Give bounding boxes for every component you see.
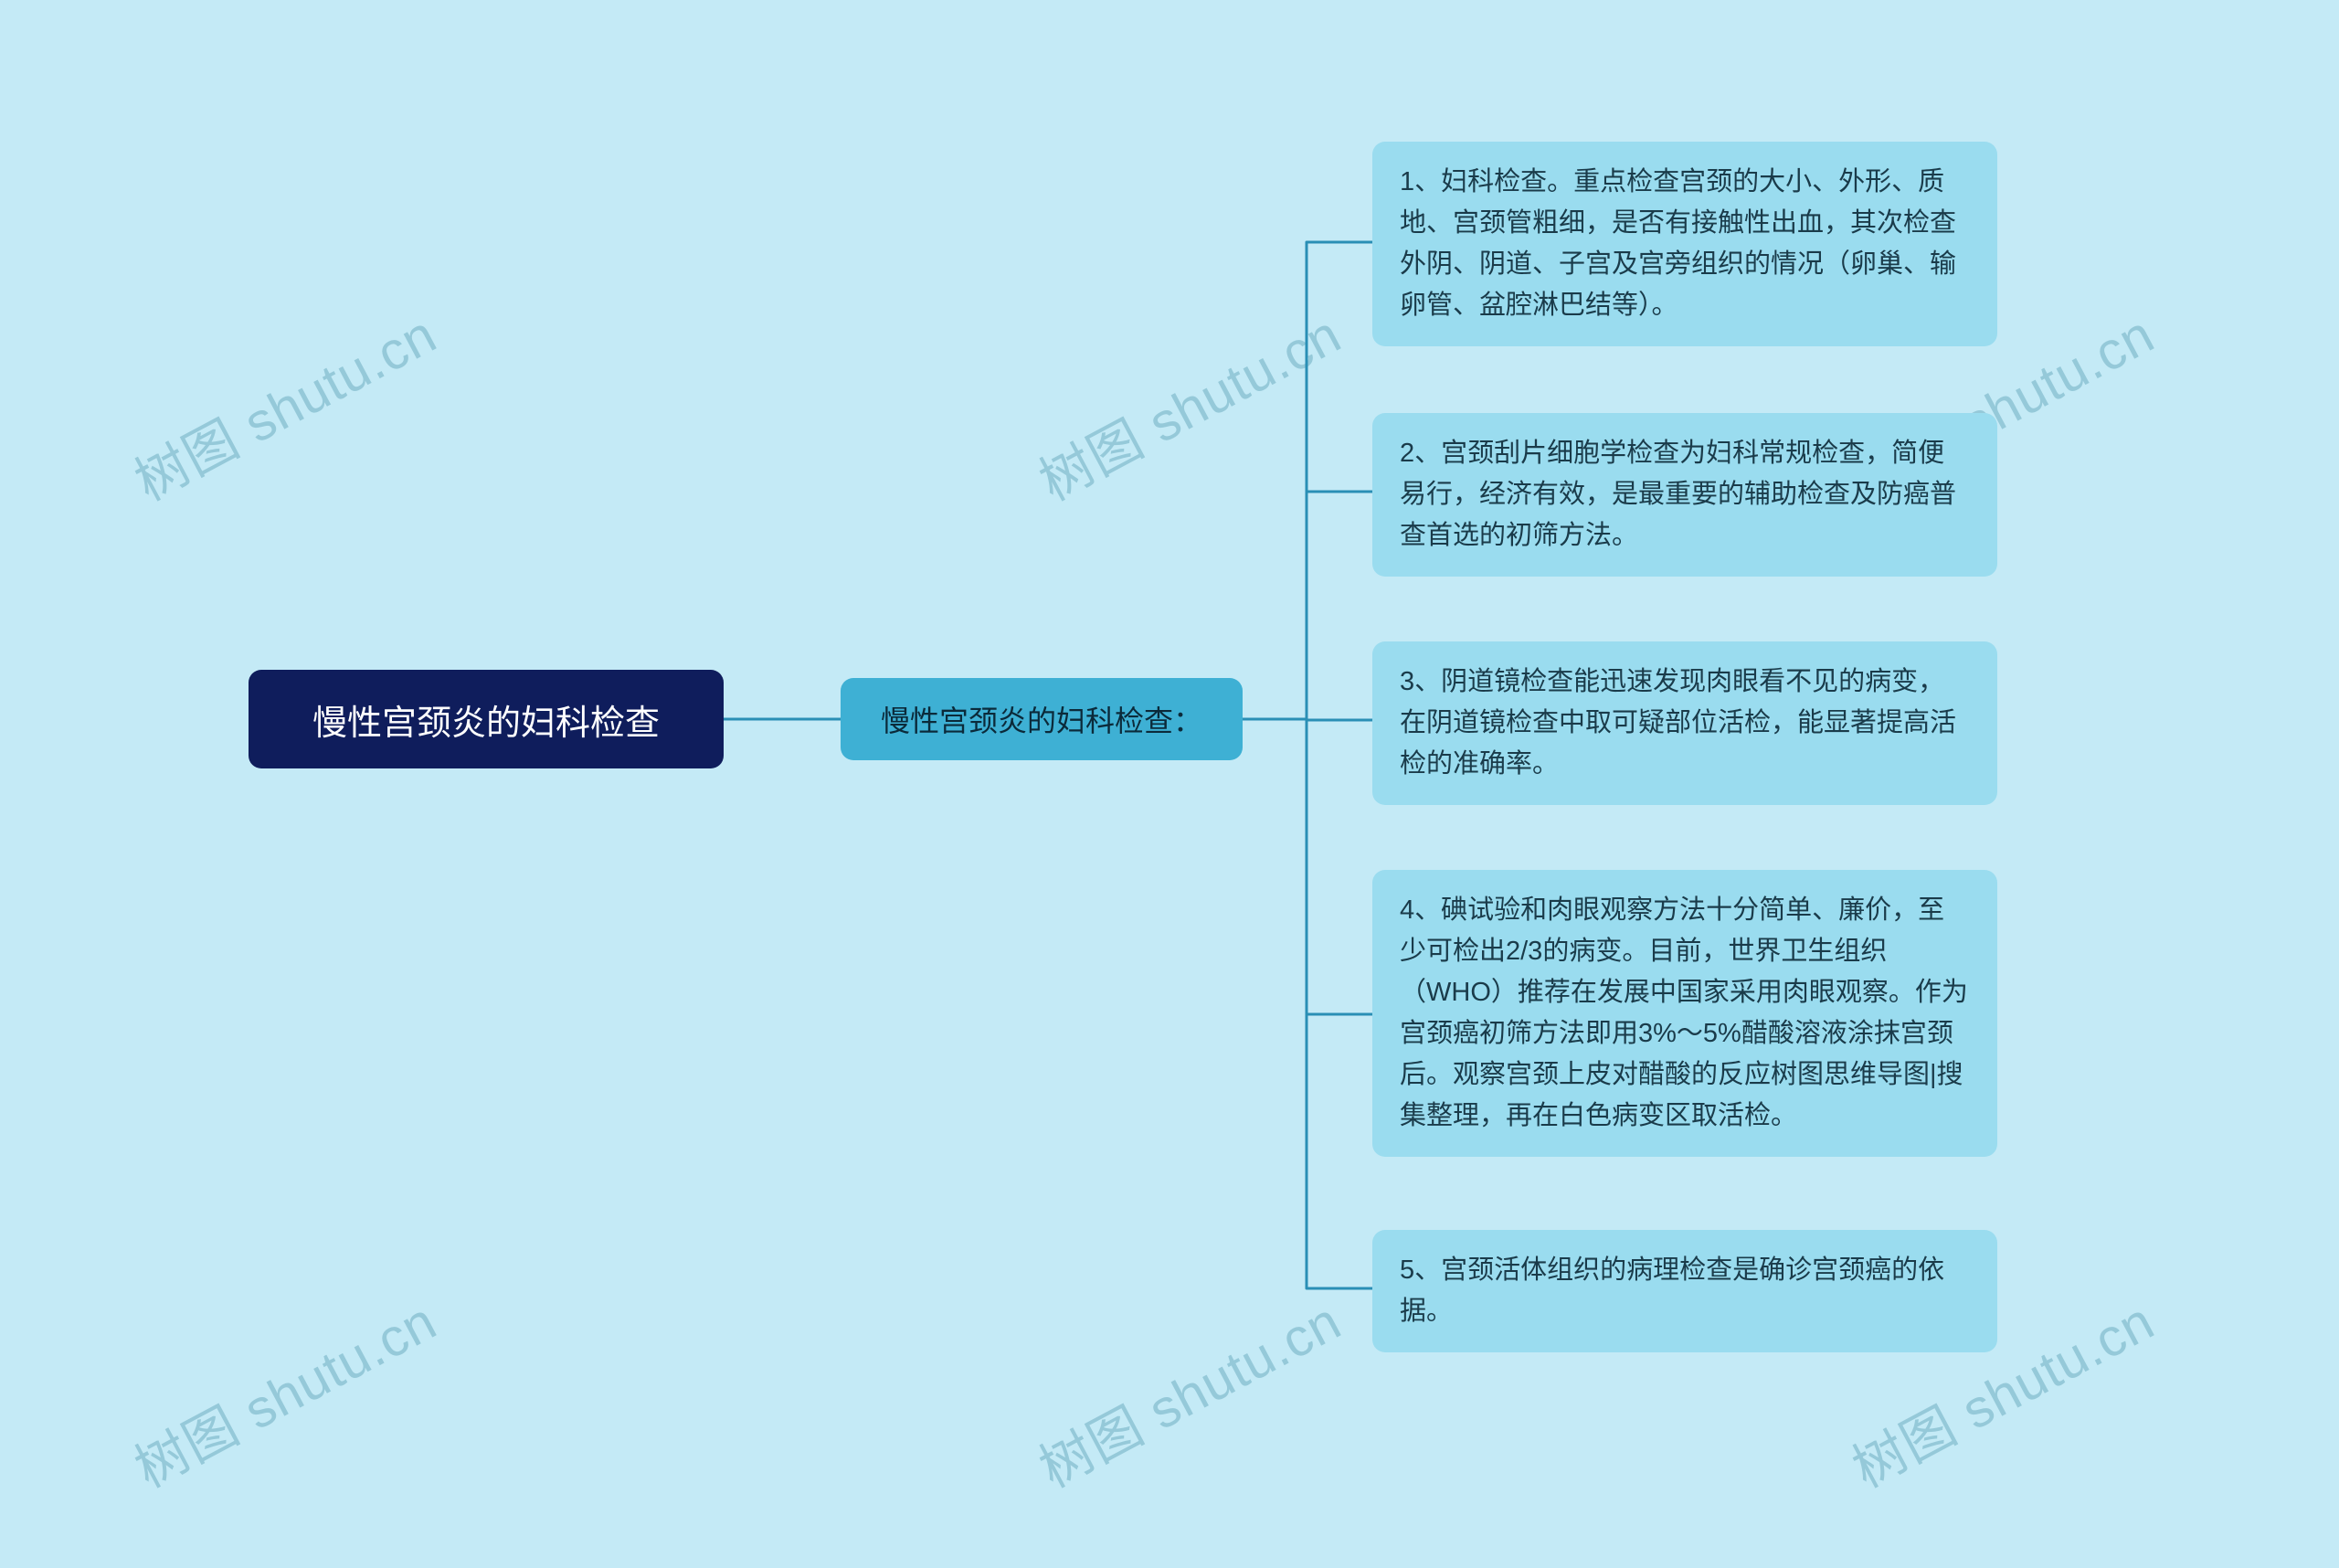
watermark: 树图 shutu.cn: [1024, 292, 1352, 515]
leaf-node-text: 3、阴道镜检查能迅速发现肉眼看不见的病变，在阴道镜检查中取可疑部位活检，能显著提…: [1400, 662, 1970, 785]
leaf-node-text: 2、宫颈刮片细胞学检查为妇科常规检查，简便易行，经济有效，是最重要的辅助检查及防…: [1400, 433, 1970, 556]
leaf-node-3[interactable]: 3、阴道镜检查能迅速发现肉眼看不见的病变，在阴道镜检查中取可疑部位活检，能显著提…: [1372, 641, 1997, 805]
leaf-node-4[interactable]: 4、碘试验和肉眼观察方法十分简单、廉价，至少可检出2/3的病变。目前，世界卫生组…: [1372, 870, 1997, 1157]
branch-node[interactable]: 慢性宫颈炎的妇科检查：: [841, 678, 1243, 760]
branch-node-label: 慢性宫颈炎的妇科检查：: [881, 698, 1202, 740]
watermark: 树图 shutu.cn: [120, 1279, 448, 1502]
leaf-node-5[interactable]: 5、宫颈活体组织的病理检查是确诊宫颈癌的依据。: [1372, 1230, 1997, 1352]
watermark: 树图 shutu.cn: [1024, 1279, 1352, 1502]
leaf-node-2[interactable]: 2、宫颈刮片细胞学检查为妇科常规检查，简便易行，经济有效，是最重要的辅助检查及防…: [1372, 413, 1997, 577]
mindmap-canvas: 树图 shutu.cn 树图 shutu.cn 树图 shutu.cn 树图 s…: [0, 0, 2339, 1568]
root-node[interactable]: 慢性宫颈炎的妇科检查: [249, 670, 724, 768]
root-node-label: 慢性宫颈炎的妇科检查: [312, 694, 660, 745]
leaf-node-text: 5、宫颈活体组织的病理检查是确诊宫颈癌的依据。: [1400, 1250, 1970, 1332]
leaf-node-1[interactable]: 1、妇科检查。重点检查宫颈的大小、外形、质地、宫颈管粗细，是否有接触性出血，其次…: [1372, 142, 1997, 346]
leaf-node-text: 4、碘试验和肉眼观察方法十分简单、廉价，至少可检出2/3的病变。目前，世界卫生组…: [1400, 890, 1970, 1137]
watermark: 树图 shutu.cn: [120, 292, 448, 515]
leaf-node-text: 1、妇科检查。重点检查宫颈的大小、外形、质地、宫颈管粗细，是否有接触性出血，其次…: [1400, 162, 1970, 326]
